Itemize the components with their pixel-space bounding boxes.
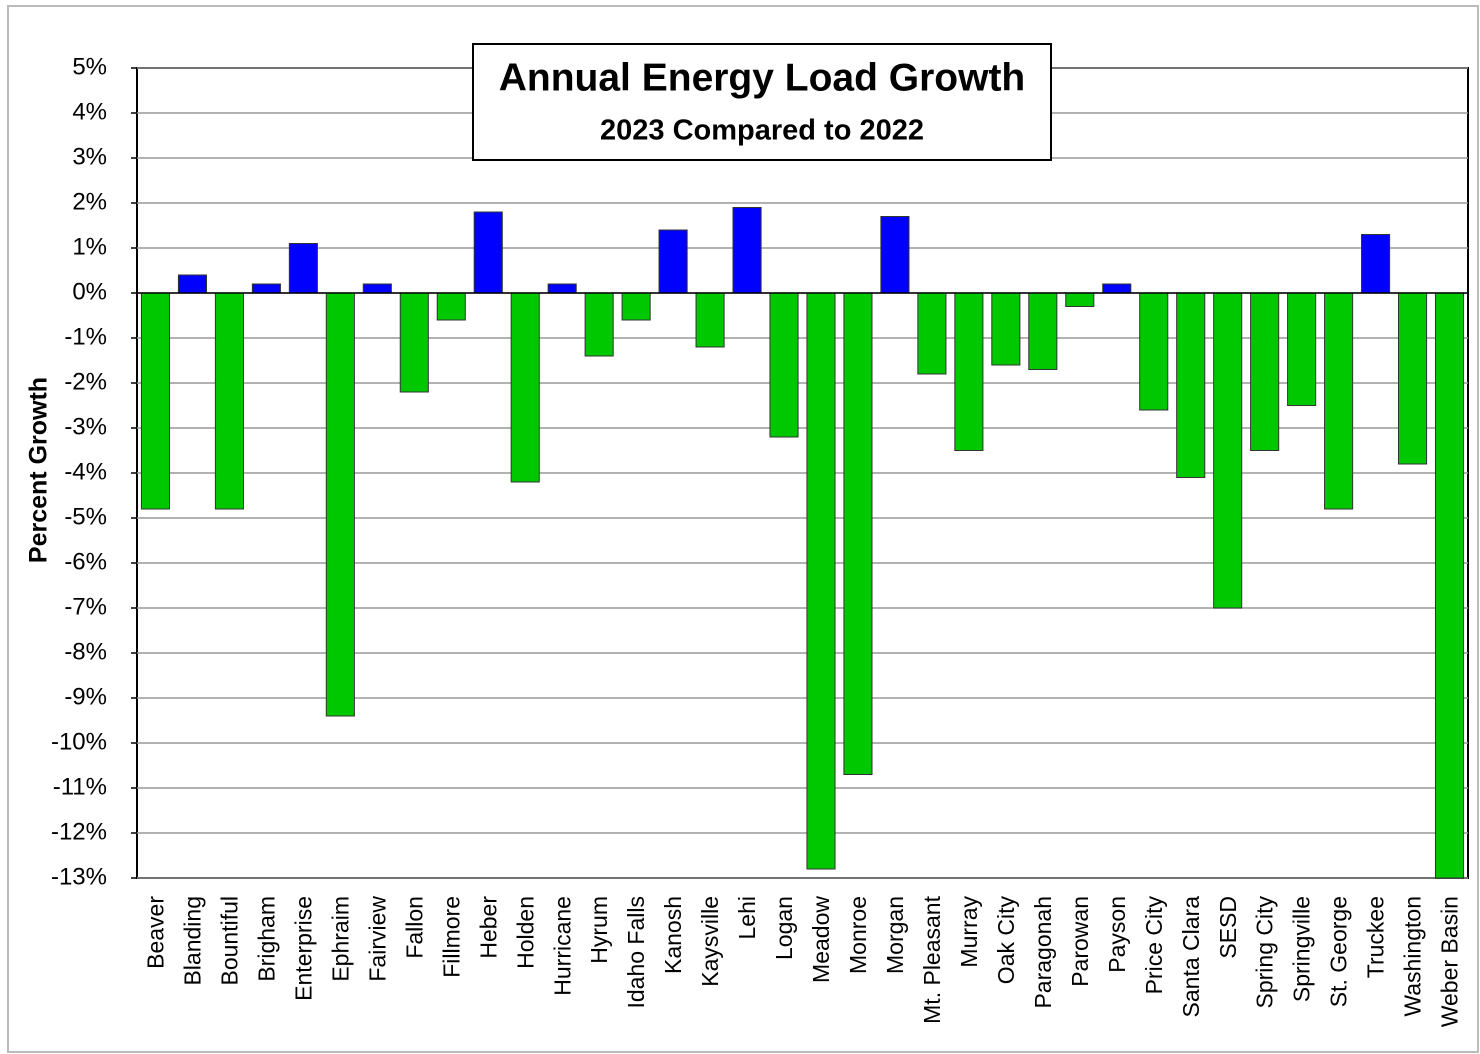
y-tick-label: -7% [64,593,107,620]
chart-title: Annual Energy Load Growth [499,56,1026,99]
x-tick-label: Truckee [1363,896,1389,978]
y-tick-label: -9% [64,683,107,710]
x-tick-label: Price City [1141,896,1167,995]
bar [399,292,429,393]
bar [436,292,466,321]
bar [695,292,725,348]
x-tick-label: St. George [1326,896,1352,1007]
x-tick-label: Fillmore [438,896,464,978]
y-tick-label: -8% [64,638,107,665]
x-tick-label: Brigham [253,896,279,982]
bar [325,292,355,717]
x-tick-label: Holden [512,896,538,969]
bar [1065,292,1095,307]
x-tick-label: Ephraim [327,896,353,982]
x-tick-label: Parowan [1067,896,1093,987]
x-tick-label: Santa Clara [1178,896,1204,1018]
x-tick-label: Hyrum [586,896,612,964]
x-tick-label: SESD [1215,896,1241,959]
y-tick-label: -12% [51,818,107,845]
chart-subtitle: 2023 Compared to 2022 [600,115,924,147]
y-tick-label: -5% [64,503,107,530]
y-tick-label: -11% [53,773,107,800]
y-tick-label: 0% [72,278,107,305]
bar [1324,292,1354,510]
x-tick-label: Heber [475,896,501,959]
y-tick-label: -13% [51,863,107,890]
bar [732,207,762,294]
x-tick-label: Fallon [401,896,427,959]
x-tick-label: Beaver [143,896,169,969]
x-tick-label: Mt. Pleasant [919,895,945,1023]
bar [917,292,947,375]
x-tick-label: Washington [1400,896,1426,1017]
bar [1028,292,1058,370]
y-tick-label: -4% [64,458,107,485]
bar [1361,234,1391,294]
bar [1213,292,1243,609]
x-tick-label: Blanding [180,896,206,986]
bar [954,292,984,451]
y-axis-label: Percent Growth [25,377,53,563]
x-tick-label: Oak City [993,896,1019,985]
x-tick-label: Springville [1289,896,1315,1002]
x-tick-label: Meadow [808,896,834,983]
bar [547,283,577,294]
x-tick-label: Idaho Falls [623,896,649,1009]
bar [1287,292,1317,406]
x-tick-label: Kaysville [697,896,723,987]
y-tick-label: -3% [64,413,107,440]
bar [584,292,614,357]
y-tick-label: 4% [72,98,107,125]
bar [362,283,392,294]
bar [1250,292,1280,451]
x-tick-label: Murray [956,896,982,968]
bar [880,216,910,294]
x-tick-label: Payson [1104,896,1130,973]
bar [769,292,799,438]
x-tick-label: Enterprise [290,896,316,1001]
x-tick-label: Lehi [734,896,760,939]
bar [140,292,171,510]
y-tick-label: -1% [64,323,107,350]
y-tick-label: -6% [64,548,107,575]
y-tick-label: -2% [64,368,107,395]
bar [1139,292,1169,411]
bar [214,292,244,510]
x-tick-label: Kanosh [660,896,686,974]
bar [991,292,1021,366]
y-tick-label: 3% [72,143,107,170]
bar [177,274,208,294]
bar [1397,292,1428,465]
y-tick-label: 5% [72,53,107,80]
bar [1176,292,1206,478]
plot-area [131,67,1469,879]
y-tick-label: 1% [72,233,107,260]
title-frame [472,43,1052,161]
bar [510,292,540,483]
bar [658,229,688,294]
bar [843,292,873,775]
x-tick-label: Weber Basin [1437,896,1463,1027]
x-tick-label: Morgan [882,896,908,974]
x-tick-label: Paragonah [1030,896,1056,1009]
x-tick-label: Logan [771,896,797,960]
bar [288,243,318,294]
bar [1102,283,1132,294]
y-tick-label: -10% [51,728,107,755]
y-tick-label: 2% [72,188,107,215]
bar [251,283,281,294]
bar [473,211,503,294]
x-tick-label: Fairview [364,896,390,982]
title-box: Annual Energy Load Growth 2023 Compared … [472,43,1052,161]
bar [806,292,836,870]
x-tick-label: Spring City [1252,896,1278,1009]
x-tick-label: Bountiful [217,896,243,986]
x-tick-label: Monroe [845,896,871,974]
bar [621,292,651,321]
x-tick-label: Hurricane [549,896,575,996]
bar [1434,292,1465,879]
